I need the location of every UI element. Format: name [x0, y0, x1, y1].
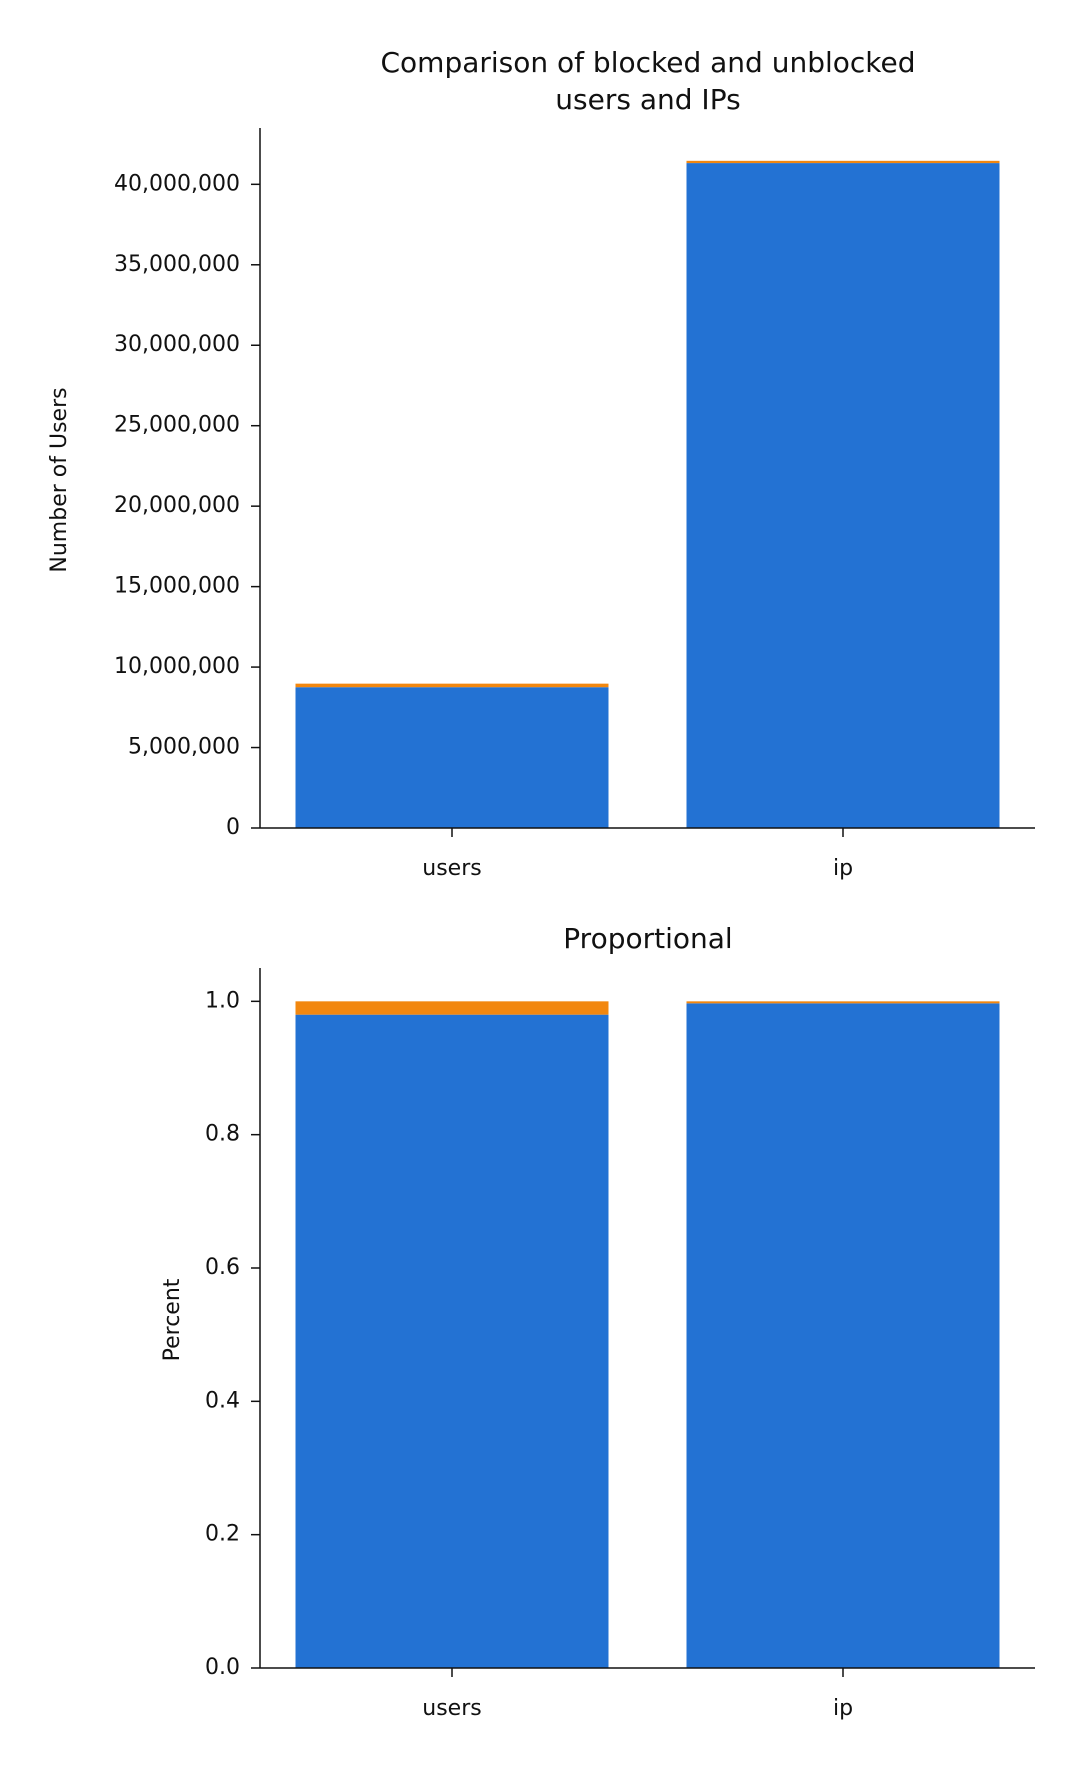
chart-1-title-line-2: users and IPs: [555, 83, 740, 116]
chart-1-y-tick-label: 20,000,000: [114, 493, 240, 518]
chart-1-y-tick-label: 0: [226, 815, 240, 840]
chart-1-bar-users-segment-2: [295, 683, 609, 688]
chart-1-y-axis-label: Number of Users: [47, 387, 72, 572]
chart-1-title-line-1: Comparison of blocked and unblocked: [381, 46, 916, 79]
chart-2-bar-ip-segment-2: [686, 1001, 1000, 1004]
chart-2-y-axis-label: Percent: [160, 1278, 185, 1361]
chart-2-y-tick-label: 0.4: [205, 1388, 240, 1413]
chart-1-y-tick-label: 40,000,000: [114, 171, 240, 196]
chart-2-y-tick-label: 0.8: [205, 1122, 240, 1147]
chart-2-bar-users-segment-1: [295, 1014, 609, 1668]
chart-1-bar-users-segment-1: [295, 687, 609, 828]
chart-2-bar-users-segment-2: [295, 1001, 609, 1015]
chart-1-y-tick-label: 35,000,000: [114, 252, 240, 277]
chart-2-title-line-1: Proportional: [563, 922, 732, 955]
chart-2-bar-ip-segment-1: [686, 1003, 1000, 1668]
chart-1-y-tick-label: 30,000,000: [114, 332, 240, 357]
chart-1-y-tick-label: 5,000,000: [128, 735, 240, 760]
chart-1-y-tick-label: 15,000,000: [114, 574, 240, 599]
chart-1-bar-ip-segment-1: [686, 163, 1000, 829]
chart-2-y-tick-label: 0.2: [205, 1522, 240, 1547]
chart-1-x-tick-label-ip: ip: [833, 856, 853, 881]
chart-1-bar-ip-segment-2: [686, 160, 1000, 164]
chart-2-x-tick-label-users: users: [422, 1696, 481, 1721]
chart-2-y-tick-label: 1.0: [205, 988, 240, 1013]
chart-1-x-tick-label-users: users: [422, 856, 481, 881]
chart-2-x-tick-label-ip: ip: [833, 1696, 853, 1721]
chart-1-y-tick-label: 10,000,000: [114, 654, 240, 679]
chart-2-y-tick-label: 0.6: [205, 1255, 240, 1280]
chart-2-y-tick-label: 0.0: [205, 1655, 240, 1680]
chart-1-y-tick-label: 25,000,000: [114, 413, 240, 438]
